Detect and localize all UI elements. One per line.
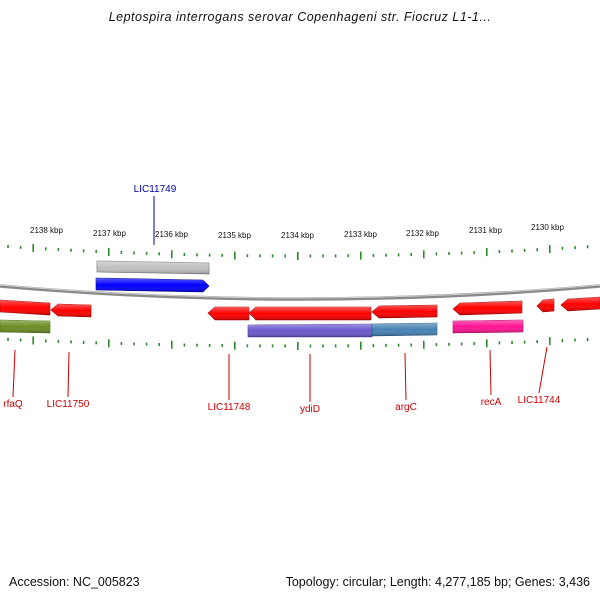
callout-lic11750: [67, 351, 70, 398]
feature-row-2: [0, 319, 524, 338]
kbp-label: 2137 kbp: [93, 229, 126, 238]
gene-feature-red-end[interactable]: [560, 296, 600, 312]
kbp-label: 2130 kbp: [531, 223, 564, 232]
gene-feature-steelblue[interactable]: [371, 322, 438, 337]
gene-label-recA[interactable]: recA: [481, 397, 502, 408]
gene-feature-lic11744[interactable]: [536, 298, 555, 313]
gene-label-rfaQ[interactable]: rfaQ: [3, 399, 23, 410]
gene-label-lic11748[interactable]: LIC11748: [208, 402, 251, 413]
gene-feature-ydiD[interactable]: [248, 306, 372, 321]
kbp-label: 2136 kbp: [155, 230, 188, 239]
kbp-label: 2132 kbp: [406, 229, 439, 238]
gene-feature-olive[interactable]: [0, 319, 51, 334]
gene-label-argC[interactable]: argC: [395, 402, 417, 413]
kbp-label: 2131 kbp: [469, 226, 502, 235]
genome-title: Leptospira interrogans serovar Copenhage…: [108, 10, 492, 24]
callout-lic11744: [538, 346, 548, 394]
kbp-label: 2134 kbp: [281, 231, 314, 240]
gene-label-lic11749[interactable]: LIC11749: [134, 184, 177, 195]
reverse-strand-genes: [0, 296, 600, 321]
gene-feature-magenta[interactable]: [452, 319, 524, 334]
outer-tick-track: [7, 244, 589, 260]
gene-feature-lic11748[interactable]: [207, 306, 250, 321]
gene-feature-gray[interactable]: [96, 260, 210, 275]
chromosome-backbone-highlight: [0, 284, 600, 299]
chromosome-backbone: [0, 284, 600, 301]
kbp-scale-labels: 2138 kbp 2137 kbp 2136 kbp 2135 kbp 2134…: [30, 223, 564, 240]
kbp-label: 2133 kbp: [344, 230, 377, 239]
gene-label-lic11750[interactable]: LIC11750: [47, 399, 90, 410]
gene-feature-purple[interactable]: [247, 323, 373, 338]
kbp-label: 2135 kbp: [218, 231, 251, 240]
callout-recA: [489, 349, 492, 396]
gene-feature-lic11750[interactable]: [50, 303, 92, 318]
accession-text: Accession: NC_005823: [9, 575, 140, 589]
kbp-label: 2138 kbp: [30, 226, 63, 235]
gene-feature-argC[interactable]: [371, 304, 438, 319]
gene-labels: LIC11749 rfaQ LIC11750 LIC11748 ydiD arg…: [3, 184, 560, 415]
gene-feature-recA[interactable]: [452, 300, 523, 316]
callout-rfaQ: [12, 349, 16, 398]
callout-argC: [404, 352, 407, 401]
gene-feature-lic11749[interactable]: [95, 277, 210, 293]
gene-label-lic11744[interactable]: LIC11744: [518, 395, 561, 406]
inner-tick-track: [7, 336, 589, 350]
genome-summary-text: Topology: circular; Length: 4,277,185 bp…: [285, 575, 590, 589]
gene-label-ydiD[interactable]: ydiD: [300, 404, 320, 415]
label-callouts: [12, 196, 548, 402]
forward-strand-genes: [95, 260, 210, 293]
gene-feature-rfaQ[interactable]: [0, 299, 51, 316]
